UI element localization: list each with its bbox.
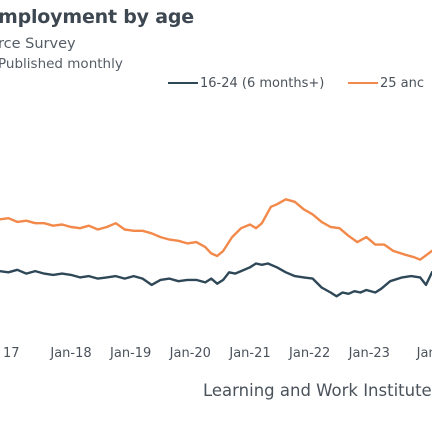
x-tick-label: Jan-21 — [228, 346, 270, 361]
legend-label-series-a: 16-24 (6 months+) — [200, 76, 325, 91]
legend-swatch-series-b — [348, 81, 378, 84]
x-tick-label: Jan-23 — [348, 346, 390, 361]
legend-item-series-a: 16-24 (6 months+) — [168, 76, 324, 91]
chart-note: Published monthly — [0, 56, 123, 72]
x-tick-label: Jan-22 — [288, 346, 330, 361]
chart-subtitle: rce Survey — [0, 36, 76, 52]
legend-item-series-b: 25 anc — [348, 76, 424, 91]
x-tick-label: Jan-20 — [169, 346, 211, 361]
series-layer — [0, 198, 432, 298]
x-tick-label: Jan-18 — [49, 346, 91, 361]
series-line-b — [0, 198, 432, 261]
x-axis-ticks: 17 Jan-18 Jan-19 Jan-20 Jan-21 Jan-22 Jan-23 Ja… — [3, 346, 432, 361]
legend-label-series-b: 25 anc — [380, 76, 425, 91]
x-tick-label: 17 — [3, 346, 20, 361]
series-line-a — [0, 262, 432, 298]
x-tick-label: Jan-19 — [109, 346, 151, 361]
legend-swatch-series-a — [168, 81, 198, 84]
chart-title: mployment by age — [0, 6, 194, 28]
source-credit: Learning and Work Institute a — [203, 381, 432, 400]
x-tick-label: Jan- — [416, 346, 432, 361]
